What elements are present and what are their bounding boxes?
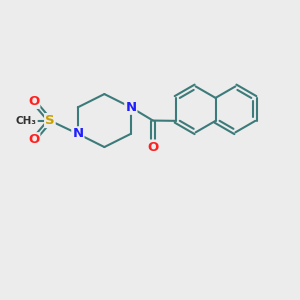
Text: N: N [125,101,136,114]
Text: O: O [147,141,159,154]
Text: CH₃: CH₃ [16,116,37,126]
Text: O: O [28,133,39,146]
Text: N: N [72,127,83,140]
Text: S: S [45,114,55,127]
Text: O: O [28,95,39,108]
